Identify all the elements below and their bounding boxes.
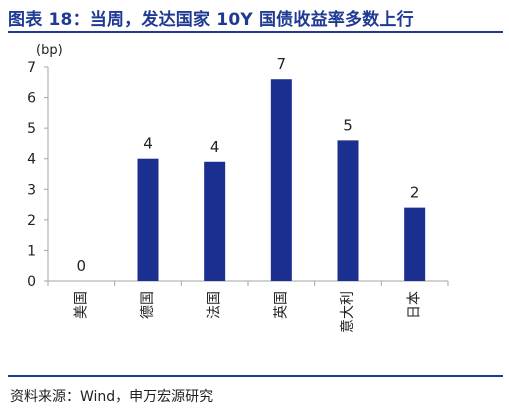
data-label: 7 xyxy=(277,55,287,73)
bar xyxy=(337,140,359,281)
x-tick-label: 美国 xyxy=(73,291,89,319)
x-tick-label: 德国 xyxy=(140,291,156,319)
x-tick-label: 英国 xyxy=(272,291,289,319)
chart-title: 图表 18：当周，发达国家 10Y 国债收益率多数上行 xyxy=(8,10,414,30)
y-unit-label: (bp) xyxy=(36,43,63,58)
y-tick-label: 4 xyxy=(27,152,36,168)
data-label: 2 xyxy=(410,184,420,202)
x-tick-label: 日本 xyxy=(407,291,423,319)
bar xyxy=(270,79,292,281)
x-tick-label: 意大利 xyxy=(339,291,356,333)
y-tick-label: 7 xyxy=(27,60,36,76)
data-label: 4 xyxy=(210,138,220,156)
data-label: 5 xyxy=(343,116,353,134)
x-tick-label: 法国 xyxy=(207,291,223,319)
source-rule xyxy=(8,375,503,377)
bar xyxy=(404,207,426,281)
axes: 0 1 2 3 4 5 6 7 美国 德国 法国 英国 意大利 日本 xyxy=(27,60,449,333)
data-label: 4 xyxy=(143,135,153,153)
y-tick-label: 2 xyxy=(27,213,36,229)
bar xyxy=(137,158,159,281)
source-note: 资料来源：Wind，申万宏源研究 xyxy=(10,389,214,405)
title-rule xyxy=(8,31,503,33)
bar xyxy=(204,161,226,281)
y-tick-label: 0 xyxy=(27,274,36,290)
y-tick-label: 5 xyxy=(27,121,36,137)
bars: 0 4 4 7 5 2 xyxy=(77,55,426,281)
y-tick-label: 3 xyxy=(27,182,36,198)
y-tick-label: 6 xyxy=(27,91,36,107)
data-label: 0 xyxy=(77,257,87,275)
y-tick-label: 1 xyxy=(27,243,36,259)
